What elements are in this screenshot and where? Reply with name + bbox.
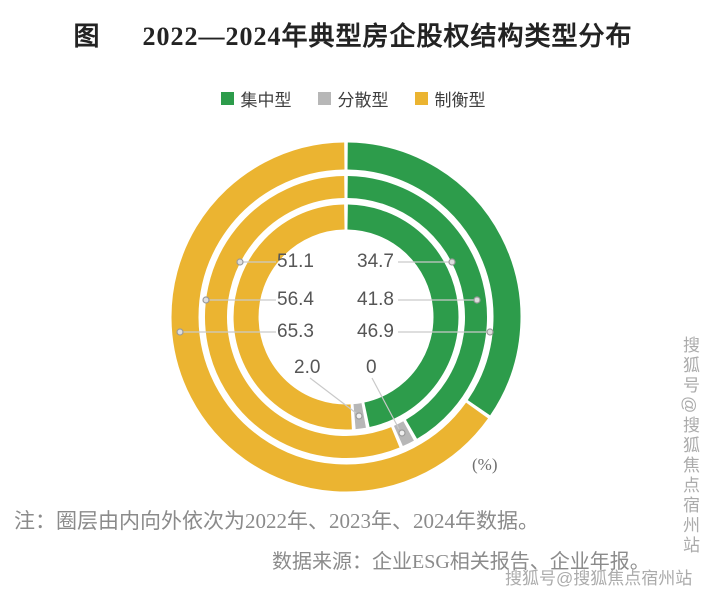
legend-label-concentrated: 集中型 [240, 91, 292, 110]
watermark-bottom: 搜狐号@搜狐焦点宿州站 [505, 569, 693, 588]
donut-rings [171, 142, 521, 492]
value-label-balanced-2023: 56.4 [277, 289, 314, 310]
note-text: 注：圈层由内向外依次为2022年、2023年、2024年数据。 [14, 509, 539, 533]
legend-label-dispersed: 分散型 [337, 91, 389, 110]
legend-item-concentrated: 集中型 [220, 86, 292, 111]
legend-label-balanced: 制衡型 [434, 91, 486, 110]
watermark-vertical: 搜狐号@搜狐焦点宿州站 [680, 336, 699, 557]
legend-swatch-balanced [414, 92, 428, 105]
value-label-balanced-2024: 65.3 [277, 321, 314, 342]
ring-2022-segment-制衡型 [233, 204, 352, 430]
ring-2023-segment-制衡型 [205, 176, 400, 458]
value-label-dispersed-zero: 0 [366, 357, 377, 378]
unit-label: (%) [472, 455, 498, 474]
value-label-concentrated-2024: 34.7 [357, 251, 394, 272]
ring-2024-segment-制衡型 [171, 142, 489, 492]
source-text: 数据来源：企业ESG相关报告、企业年报。 [272, 551, 650, 573]
legend-swatch-concentrated [220, 92, 234, 105]
page-title: 图 2022—2024年典型房企股权结构类型分布 [0, 16, 706, 53]
value-label-concentrated-2022: 46.9 [357, 321, 394, 342]
ring-2024-segment-集中型 [347, 142, 521, 416]
value-label-balanced-2022: 51.1 [277, 251, 314, 272]
ring-2023-segment-集中型 [347, 176, 487, 439]
chart-legend: 集中型 分散型 制衡型 [0, 86, 706, 111]
title-prefix: 图 [73, 22, 101, 51]
legend-item-dispersed: 分散型 [317, 86, 389, 111]
donut-chart [171, 142, 521, 492]
legend-item-balanced: 制衡型 [414, 86, 486, 111]
leader-lines [176, 258, 494, 437]
legend-swatch-dispersed [317, 92, 331, 105]
value-label-dispersed-nonzero: 2.0 [294, 357, 321, 378]
title-text: 2022—2024年典型房企股权结构类型分布 [142, 22, 633, 51]
ring-2022-segment-集中型 [347, 204, 459, 427]
value-label-concentrated-2023: 41.8 [357, 289, 394, 310]
